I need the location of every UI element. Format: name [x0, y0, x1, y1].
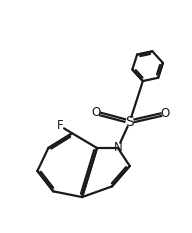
Text: O: O	[91, 106, 101, 119]
Text: N: N	[113, 141, 122, 154]
Text: F: F	[57, 120, 63, 132]
Text: O: O	[161, 107, 170, 120]
Text: S: S	[125, 115, 134, 129]
